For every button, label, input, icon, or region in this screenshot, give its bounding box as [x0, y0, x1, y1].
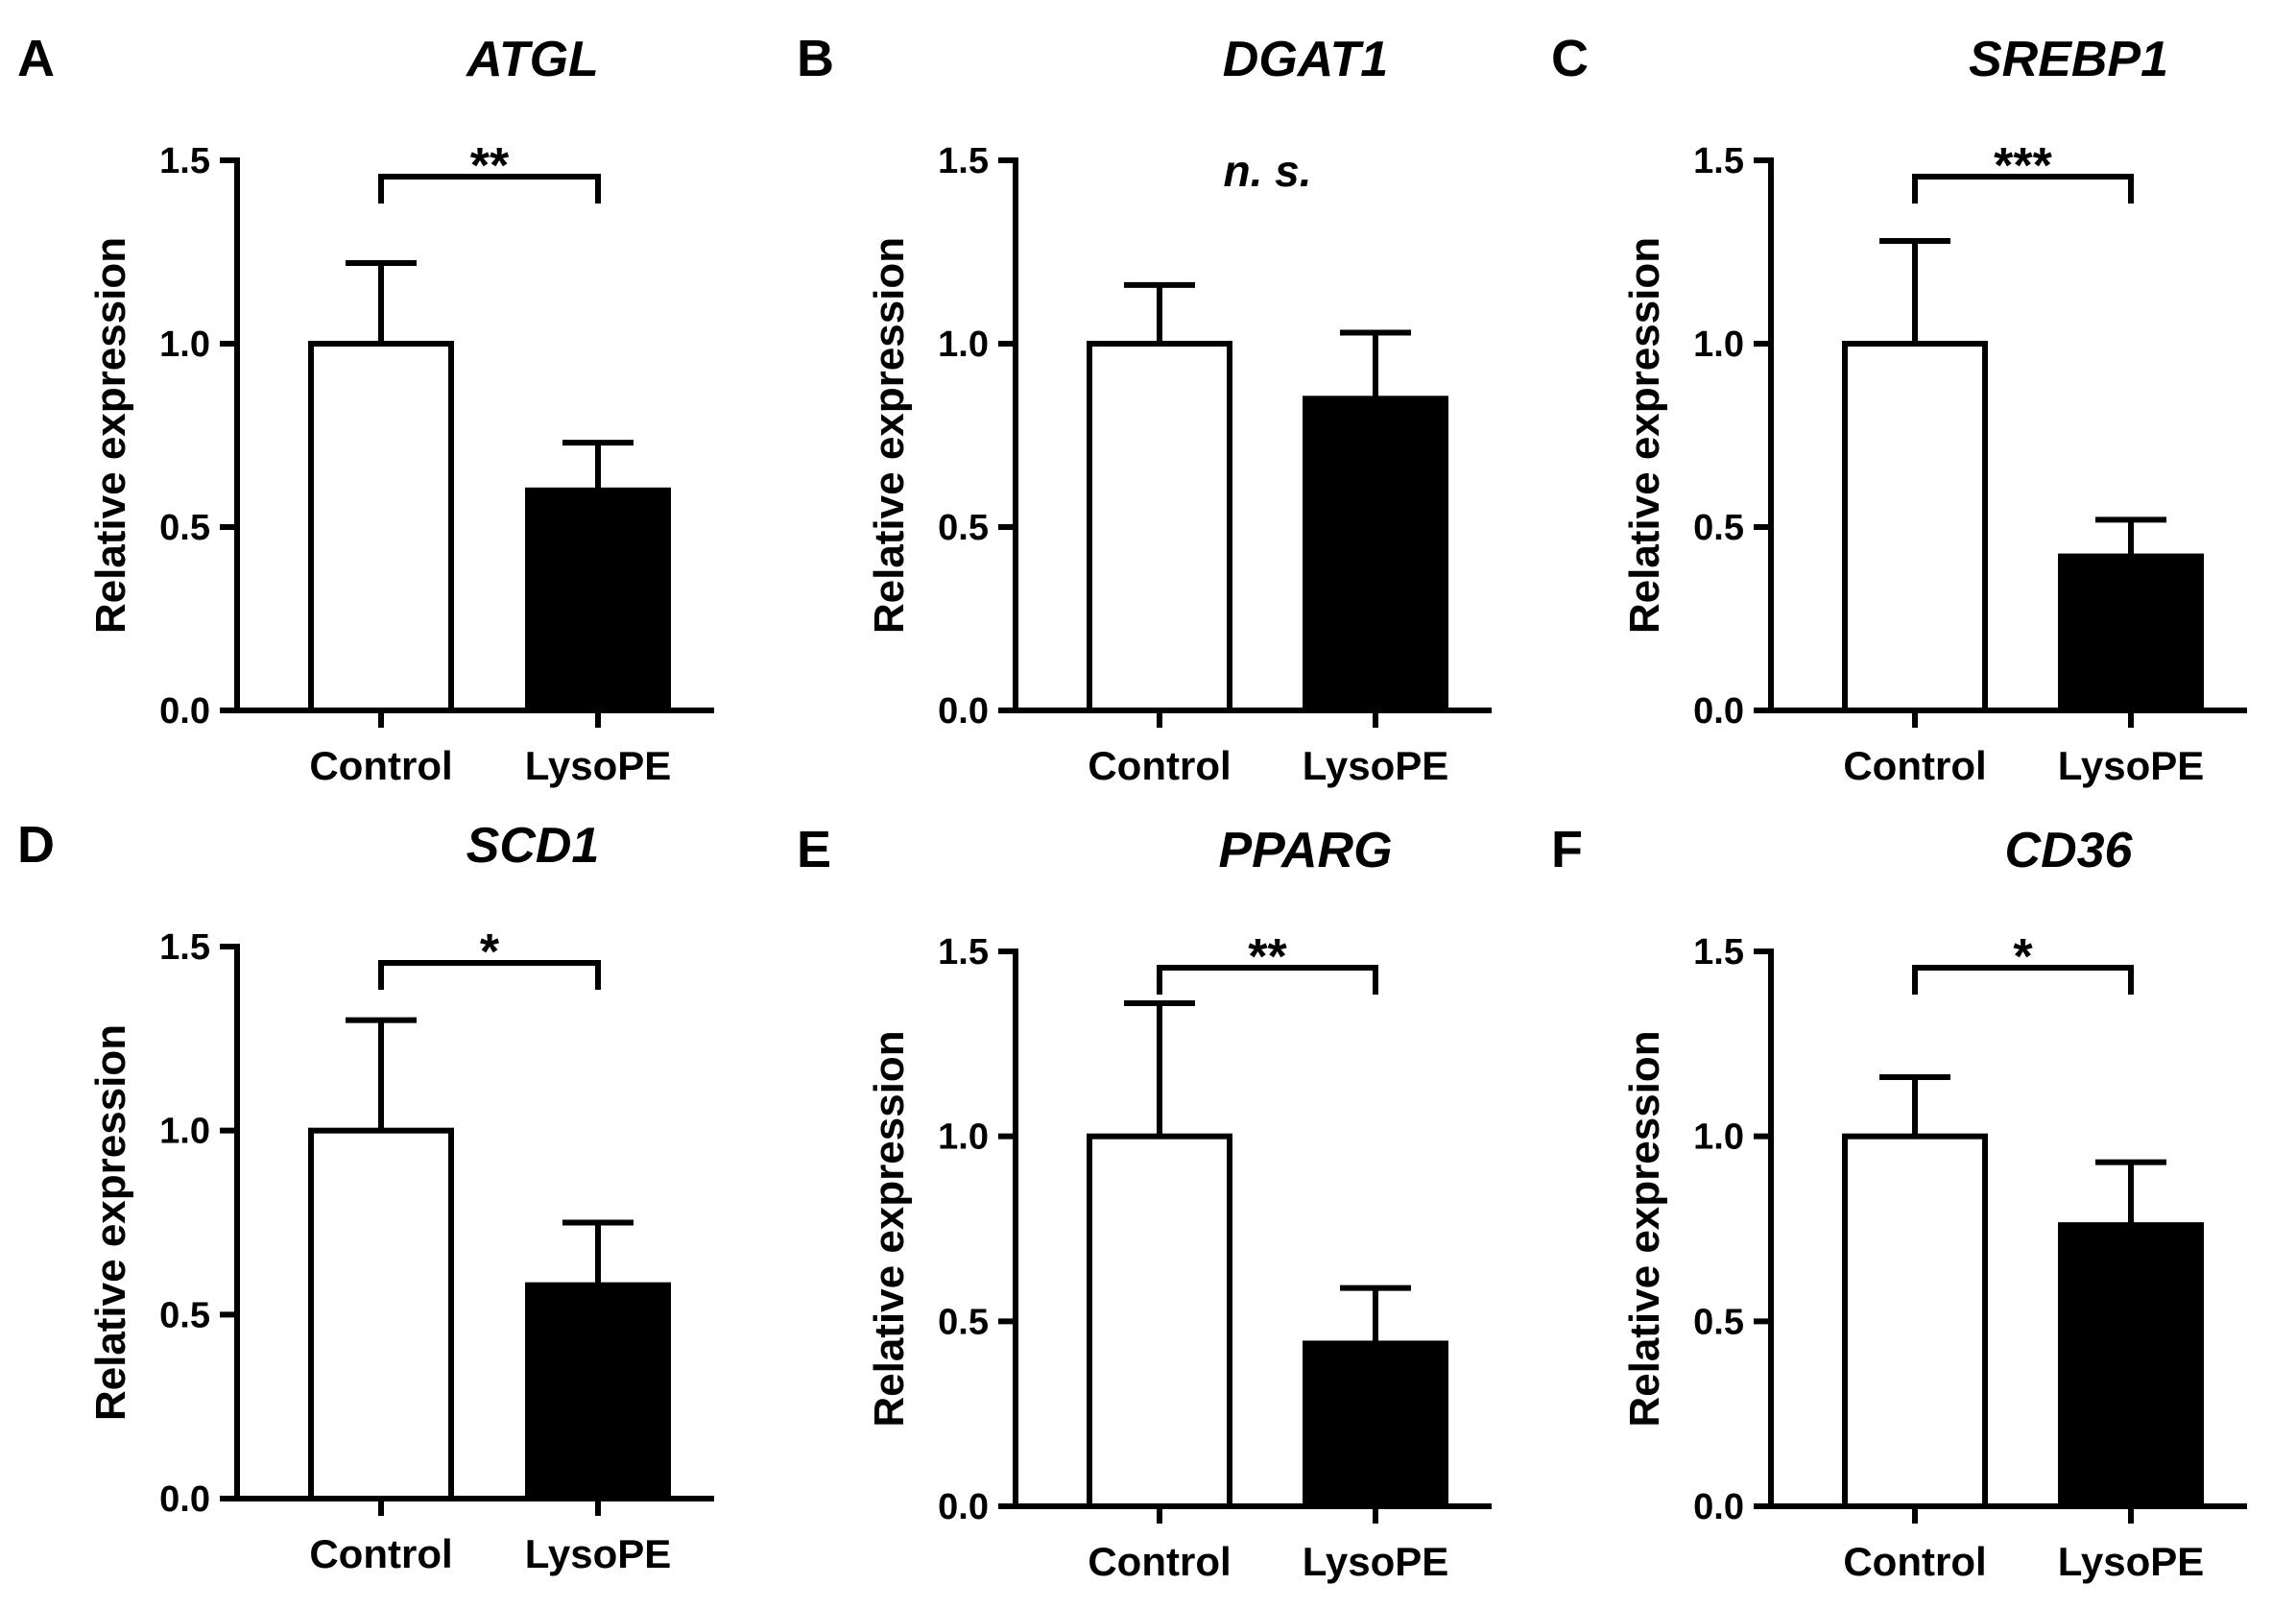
y-tick-label: 1.5 [1693, 141, 1744, 181]
significance-label: *** [1994, 138, 2052, 194]
x-tick-label: Control [309, 1531, 452, 1576]
y-tick-label: 0.5 [938, 1302, 989, 1342]
y-tick-label: 1.0 [938, 324, 989, 365]
significance-label: n. s. [1223, 146, 1311, 196]
x-tick-label: Control [309, 743, 452, 788]
y-axis-title: Relative expression [87, 237, 134, 634]
y-tick-label: 0.0 [938, 691, 989, 732]
y-axis-title: Relative expression [1621, 1030, 1668, 1427]
panel-a: A ATGL Relative expression 0.0 0.5 1.0 1.5 Cont… [17, 30, 714, 788]
y-tick-label: 1.0 [938, 1117, 989, 1158]
y-tick-label: 0.0 [938, 1487, 989, 1527]
bar-control [1087, 1133, 1232, 1509]
y-tick-label: 0.5 [938, 508, 989, 548]
y-tick-label: 0.5 [159, 508, 210, 548]
significance-label: ** [1248, 929, 1287, 985]
x-tick-label: Control [1088, 743, 1231, 788]
y-tick-label: 1.5 [159, 141, 210, 181]
bar-lysope [525, 1282, 671, 1501]
bar-lysope [1303, 1340, 1448, 1510]
panel-c: C SREBP1 Relative expression 0.0 0.5 1.0 1.5 Co… [1551, 30, 2247, 788]
panel-letter: A [17, 30, 55, 87]
significance-bracket [378, 174, 601, 204]
chart-title: SCD1 [466, 818, 600, 874]
significance-bracket [1157, 965, 1378, 995]
y-tick-label: 1.5 [938, 141, 989, 181]
significance-bracket [378, 960, 601, 990]
significance-bracket [1912, 965, 2134, 995]
bar-control [1087, 341, 1232, 713]
panel-letter: C [1551, 30, 1589, 87]
panel-d: D SCD1 Relative expression 0.0 0.5 1.0 1.5 Cont… [17, 816, 714, 1576]
y-tick-label: 1.5 [159, 927, 210, 968]
x-tick-label: LysoPE [1303, 1539, 1449, 1584]
x-tick-label: LysoPE [2058, 743, 2205, 788]
y-tick-label: 0.5 [1693, 1302, 1744, 1342]
panel-letter: F [1551, 821, 1583, 878]
x-tick-label: Control [1088, 1539, 1231, 1584]
bar-control [1842, 341, 1988, 713]
y-tick-label: 0.0 [159, 1479, 210, 1520]
y-axis-title: Relative expression [87, 1024, 134, 1421]
panel-b: B DGAT1 Relative expression 0.0 0.5 1.0 1.5 Con… [797, 30, 1492, 788]
significance-label: ** [470, 138, 510, 194]
bar-control [1842, 1133, 1988, 1509]
x-tick-label: LysoPE [525, 1531, 672, 1576]
bar-lysope [2058, 553, 2204, 713]
chart-title: DGAT1 [1223, 32, 1388, 87]
y-tick-label: 1.0 [159, 1112, 210, 1152]
significance-label: * [480, 925, 500, 980]
panel-letter: B [797, 30, 834, 87]
panel-e: E PPARG Relative expression 0.0 0.5 1.0 1.5 Con… [797, 821, 1492, 1584]
y-axis-title: Relative expression [866, 1030, 913, 1427]
chart-title: ATGL [465, 32, 599, 87]
x-tick-label: Control [1843, 1539, 1986, 1584]
panel-letter: D [17, 816, 55, 874]
y-tick-label: 1.0 [1693, 324, 1744, 365]
y-tick-label: 0.5 [1693, 508, 1744, 548]
y-tick-label: 1.5 [938, 932, 989, 973]
bar-control [308, 341, 454, 713]
y-tick-label: 1.5 [1693, 932, 1744, 973]
y-tick-label: 0.5 [159, 1295, 210, 1335]
chart-title: PPARG [1218, 823, 1392, 878]
x-tick-label: Control [1843, 743, 1986, 788]
y-tick-label: 0.0 [1693, 1487, 1744, 1527]
bar-lysope [1303, 396, 1448, 713]
chart-title: SREBP1 [1969, 32, 2168, 87]
panel-letter: E [797, 821, 831, 878]
y-tick-label: 0.0 [159, 691, 210, 732]
bar-lysope [525, 487, 671, 713]
chart-title: CD36 [2005, 823, 2134, 878]
y-axis-title: Relative expression [1621, 237, 1668, 634]
y-axis-title: Relative expression [866, 237, 913, 634]
x-tick-label: LysoPE [2058, 1539, 2205, 1584]
significance-bracket [1912, 174, 2134, 204]
bar-control [308, 1127, 454, 1501]
y-tick-label: 1.0 [159, 324, 210, 365]
panel-f: F CD36 Relative expression 0.0 0.5 1.0 1.5 Cont… [1551, 821, 2247, 1584]
y-tick-label: 0.0 [1693, 691, 1744, 732]
x-tick-label: LysoPE [525, 743, 672, 788]
y-tick-label: 1.0 [1693, 1117, 1744, 1158]
x-tick-label: LysoPE [1303, 743, 1449, 788]
bar-lysope [2058, 1222, 2204, 1509]
significance-label: * [2013, 929, 2033, 985]
